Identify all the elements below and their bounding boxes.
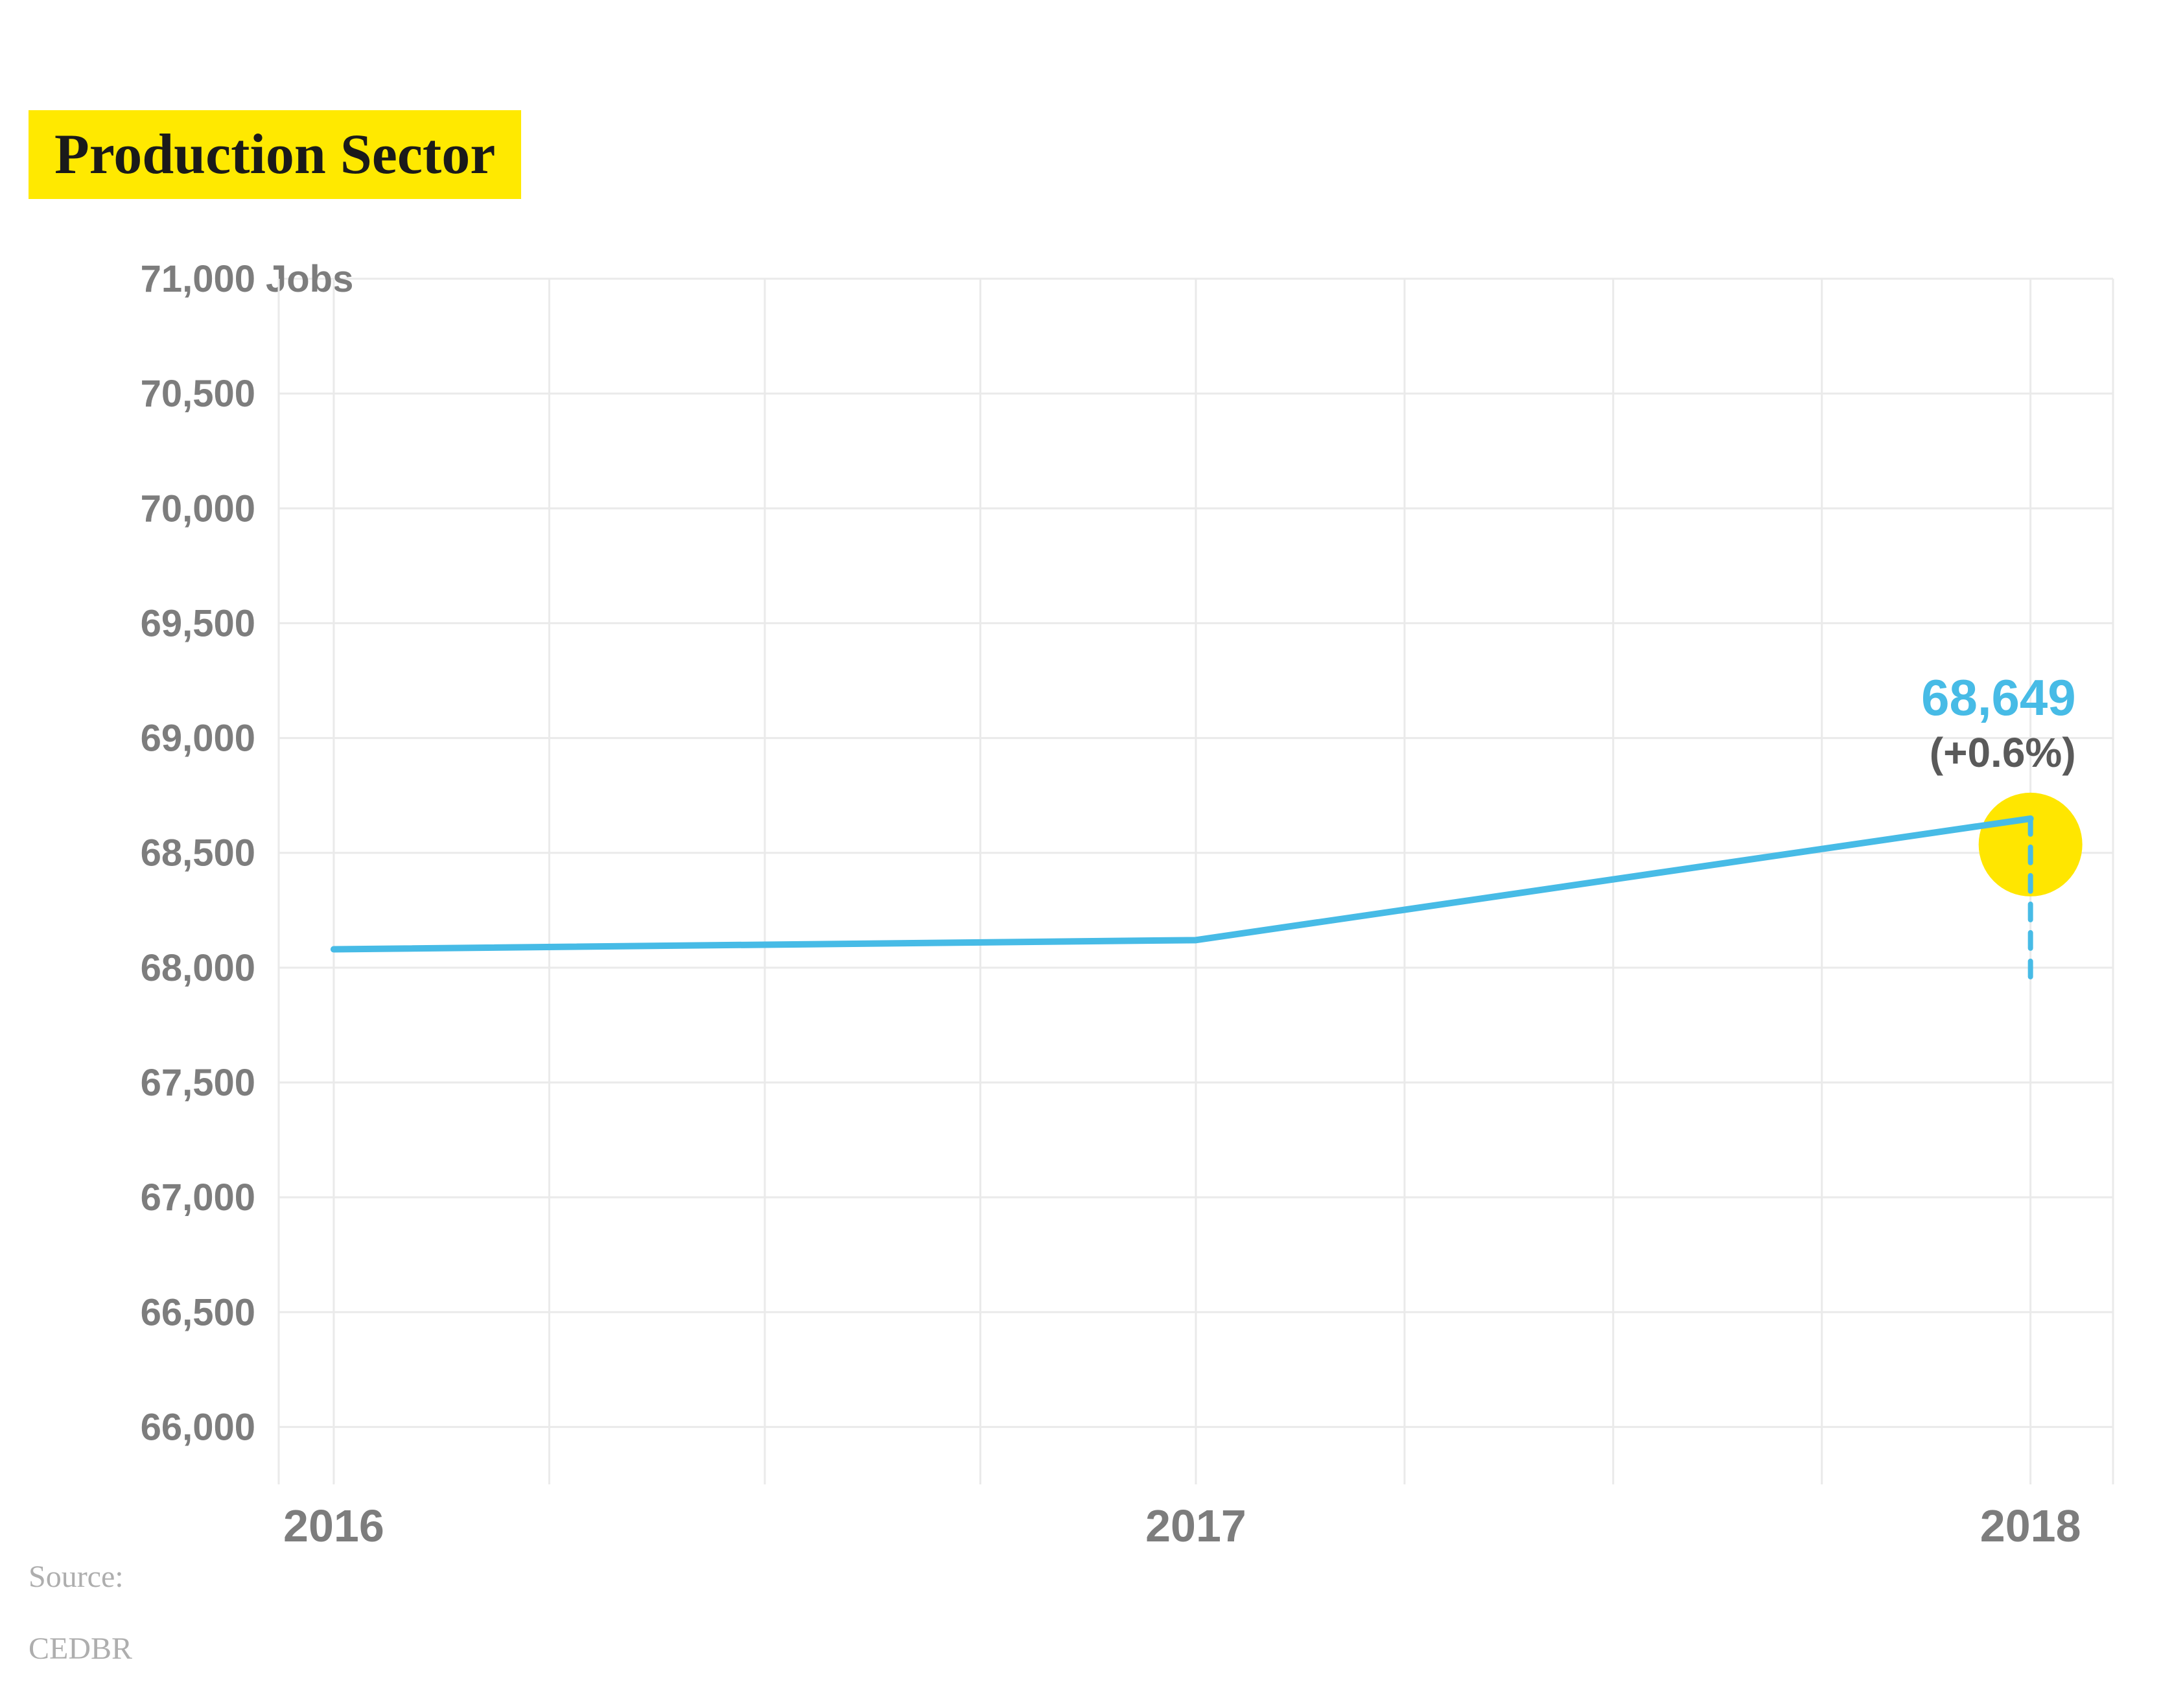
ytick-label: 68,500 (141, 832, 255, 874)
ytick-label: 66,000 (141, 1406, 255, 1448)
xtick-label: 2016 (283, 1501, 384, 1551)
source-attribution: Source: CEDBR (29, 1523, 132, 1667)
end-value-label: 68,649 (1921, 669, 2076, 726)
chart-title: Production Sector (29, 110, 521, 199)
chart-area: 66,000 66,500 67,000 67,500 68,000 68,500 69,0… (32, 240, 2161, 1582)
ytick-label: 71,000 (141, 258, 255, 300)
ytick-label: 69,000 (141, 718, 255, 760)
ytick-label: 69,500 (141, 602, 255, 644)
source-label: Source: (29, 1560, 124, 1594)
end-change-label: (+0.6%) (1930, 729, 2076, 776)
data-line (334, 819, 2031, 950)
ytick-label: 67,000 (141, 1176, 255, 1219)
ytick-label: 66,500 (141, 1291, 255, 1333)
line-chart: 66,000 66,500 67,000 67,500 68,000 68,500 69,0… (32, 240, 2161, 1582)
xtick-label: 2018 (1980, 1501, 2081, 1551)
ytick-label: 68,000 (141, 947, 255, 989)
ytick-label: 70,500 (141, 373, 255, 415)
ytick-label: 70,000 (141, 487, 255, 530)
page: Production Sector 66,000 66,500 67,000 67,5… (0, 0, 2161, 1708)
ytick-label: 67,500 (141, 1062, 255, 1104)
source-name: CEDBR (29, 1632, 132, 1666)
xtick-label: 2017 (1145, 1501, 1246, 1551)
